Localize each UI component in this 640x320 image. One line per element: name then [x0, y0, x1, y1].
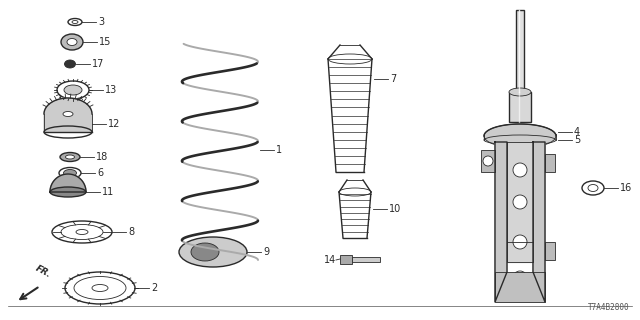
Circle shape: [513, 235, 527, 249]
Ellipse shape: [179, 237, 247, 267]
Circle shape: [483, 156, 493, 166]
Polygon shape: [44, 98, 92, 132]
Ellipse shape: [509, 88, 531, 96]
Polygon shape: [533, 142, 545, 302]
Text: 10: 10: [389, 204, 401, 214]
Ellipse shape: [65, 60, 76, 68]
Text: 12: 12: [108, 119, 120, 129]
Text: 3: 3: [98, 17, 104, 27]
Text: 14: 14: [324, 255, 336, 265]
Bar: [508, 150, 532, 172]
Ellipse shape: [63, 170, 77, 177]
Circle shape: [513, 271, 527, 285]
Ellipse shape: [63, 111, 73, 116]
Text: 8: 8: [128, 227, 134, 237]
Text: 16: 16: [620, 183, 632, 193]
Ellipse shape: [64, 85, 82, 95]
Text: 11: 11: [102, 187, 115, 197]
Bar: [545, 242, 555, 260]
Ellipse shape: [191, 243, 219, 261]
Text: 18: 18: [96, 152, 108, 162]
Text: 4: 4: [574, 127, 580, 137]
Circle shape: [513, 163, 527, 177]
Text: 1: 1: [276, 145, 282, 155]
Circle shape: [513, 195, 527, 209]
Bar: [545, 154, 555, 172]
Text: 5: 5: [574, 135, 580, 145]
Text: 17: 17: [92, 59, 104, 69]
Text: 6: 6: [97, 168, 103, 178]
Text: 13: 13: [105, 85, 117, 95]
Ellipse shape: [65, 155, 74, 159]
Polygon shape: [507, 142, 533, 262]
Bar: [352, 257, 380, 262]
Bar: [509, 92, 531, 122]
Ellipse shape: [67, 38, 77, 45]
Bar: [340, 255, 352, 264]
Text: 15: 15: [99, 37, 111, 47]
Ellipse shape: [484, 124, 556, 148]
Text: 7: 7: [390, 74, 396, 84]
Text: 2: 2: [151, 283, 157, 293]
Text: 9: 9: [263, 247, 269, 257]
Ellipse shape: [60, 153, 80, 162]
Bar: [495, 272, 545, 302]
Polygon shape: [495, 142, 507, 302]
Bar: [481, 150, 495, 172]
Polygon shape: [50, 174, 86, 192]
Ellipse shape: [50, 187, 86, 197]
Polygon shape: [484, 124, 556, 140]
Bar: [516, 10, 524, 92]
Text: FR.: FR.: [34, 264, 52, 280]
Ellipse shape: [61, 34, 83, 50]
Text: T7A4B2800: T7A4B2800: [588, 303, 630, 312]
